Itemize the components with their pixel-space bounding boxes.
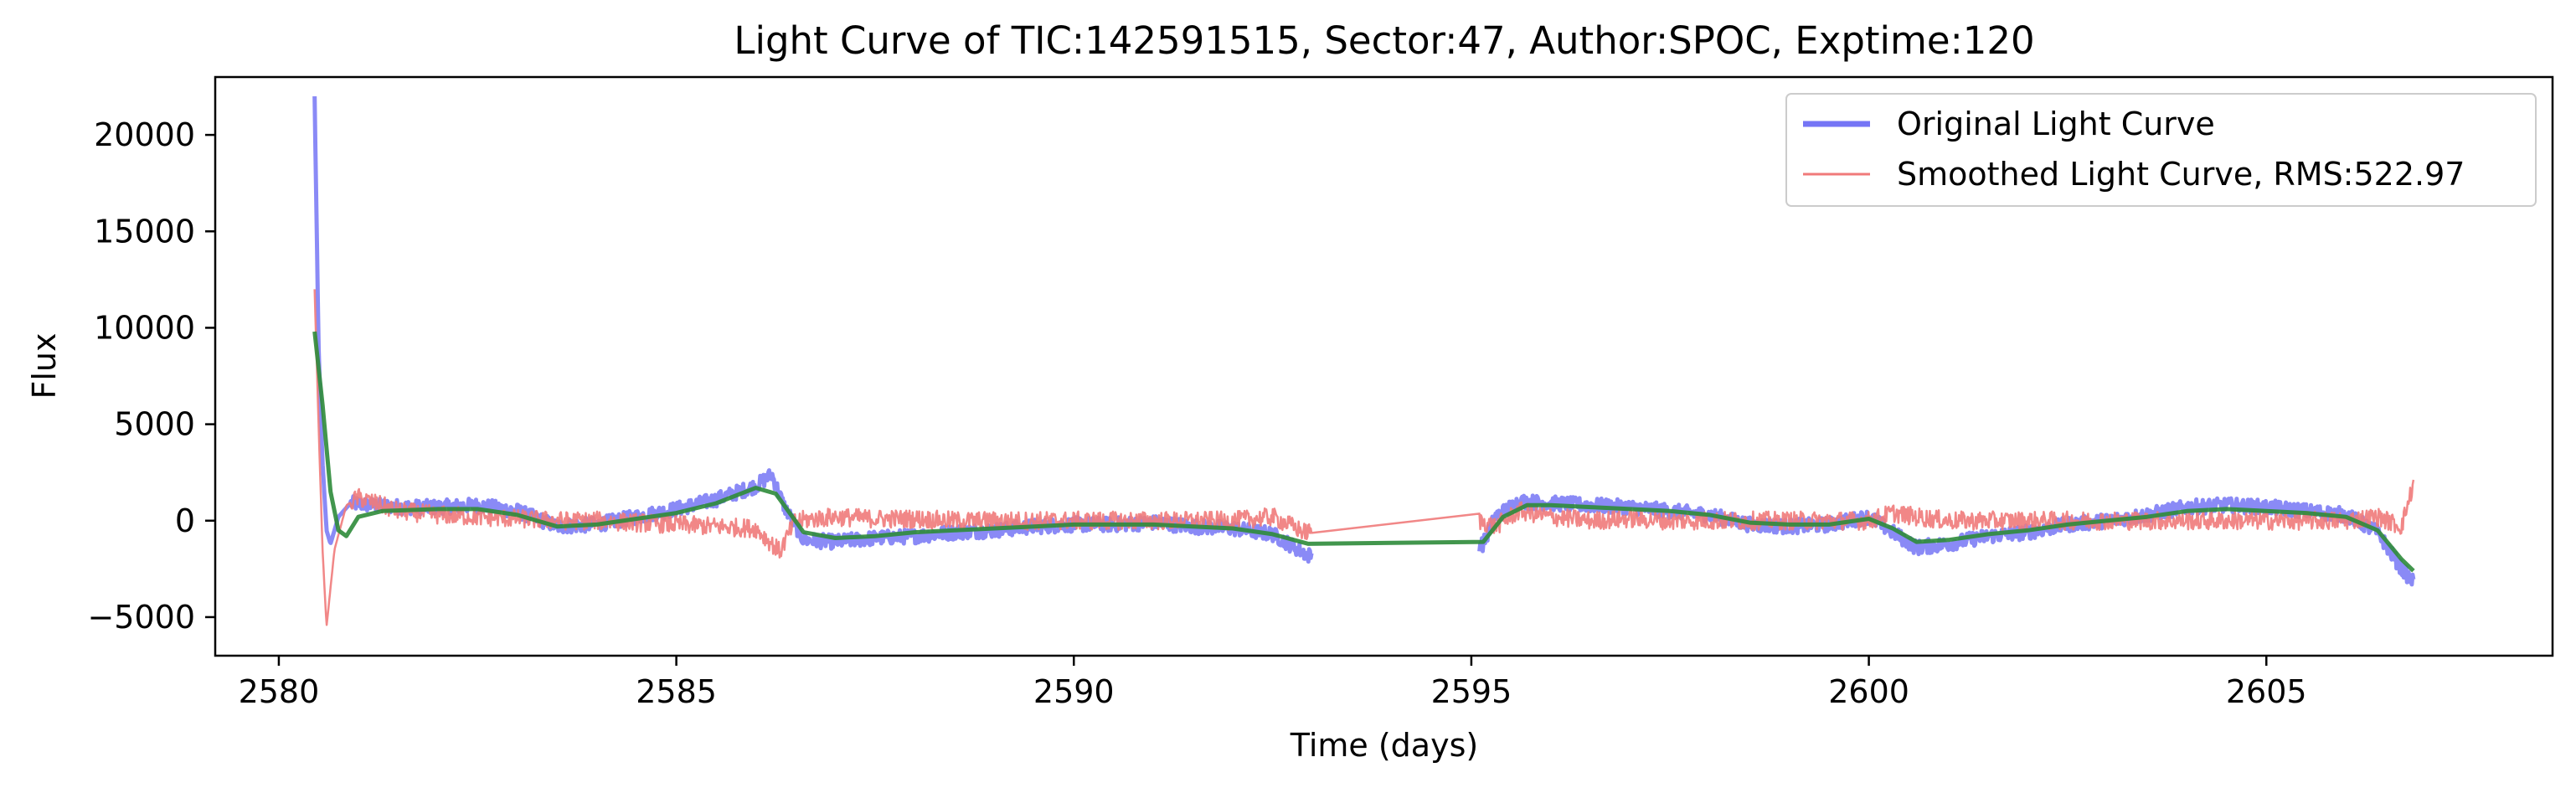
y-tick-label: 5000 [114,406,195,443]
x-tick-label: 2595 [1431,673,1512,710]
legend-label-original: Original Light Curve [1897,106,2215,142]
x-axis: 2580 2585 2590 2595 2600 2605 [239,656,2307,710]
y-tick-label: 15000 [94,213,195,250]
y-axis: −5000 0 5000 10000 15000 20000 [87,116,215,636]
chart-title: Light Curve of TIC:142591515, Sector:47,… [734,18,2034,63]
y-tick-label: 20000 [94,116,195,153]
legend-box [1785,93,2537,207]
y-tick-label: −5000 [87,599,195,636]
y-axis-label: Flux [26,333,63,399]
x-tick-label: 2605 [2226,673,2307,710]
x-tick-label: 2585 [636,673,717,710]
plot-frame [214,75,2554,657]
x-tick-label: 2590 [1033,673,1115,710]
x-tick-label: 2600 [1828,673,1909,710]
legend-label-smoothed: Smoothed Light Curve, RMS:522.97 [1897,156,2465,193]
series-line-1 [313,289,2415,626]
x-tick-label: 2580 [239,673,320,710]
legend: Original Light Curve Smoothed Light Curv… [1785,93,2537,207]
series-line-2 [312,331,2415,573]
y-tick-label: 0 [175,502,195,539]
plot-area [312,95,2416,626]
y-tick-label: 10000 [94,309,195,346]
x-axis-label: Time (days) [1290,727,1478,764]
